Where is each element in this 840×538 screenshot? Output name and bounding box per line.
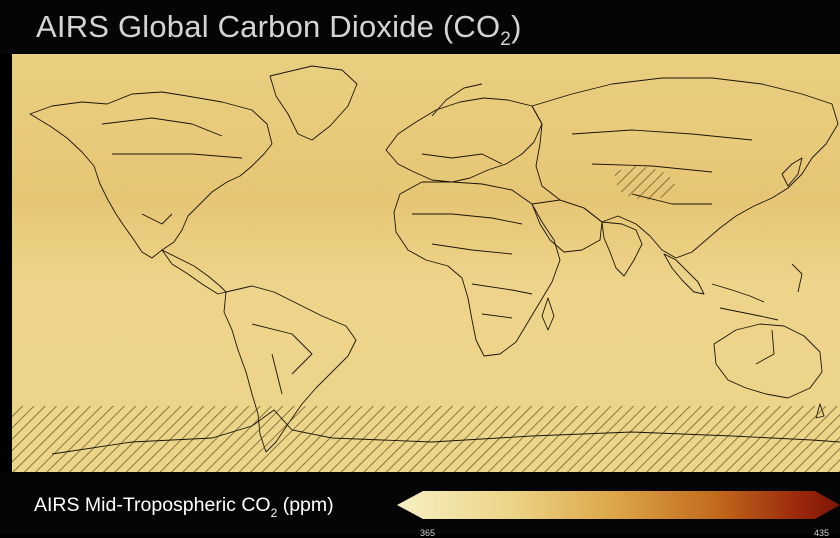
- legend-bar: AIRS Mid-Tropospheric CO2 (ppm) 365 435: [0, 472, 840, 538]
- hatched-region-antarctica: [12, 406, 840, 472]
- india-outline: [601, 221, 643, 277]
- colorbar: [397, 491, 840, 519]
- africa-outline: [393, 181, 561, 357]
- continent-outlines: [29, 65, 839, 453]
- co2-map-svg: [12, 54, 840, 472]
- madagascar-outline: [541, 297, 555, 331]
- asia-outline: [531, 77, 839, 259]
- antarctica-outline: [51, 409, 840, 455]
- europe-outline: [385, 97, 543, 183]
- legend-title: AIRS Mid-Tropospheric CO2 (ppm): [34, 494, 334, 520]
- north-america-outline: [29, 91, 273, 259]
- hatched-region-tibet: [614, 166, 676, 200]
- japan-outline: [781, 157, 803, 187]
- greenland-outline: [269, 65, 358, 141]
- colorbar-gradient: [397, 491, 840, 519]
- world-map: [12, 54, 840, 472]
- colorbar-max-tick: 435: [814, 528, 830, 538]
- colorbar-min-tick: 365: [420, 528, 436, 538]
- australia-outline: [713, 323, 823, 399]
- page-title: AIRS Global Carbon Dioxide (CO2): [36, 9, 522, 50]
- southeast-asia-outline: [663, 253, 705, 295]
- title-bar: AIRS Global Carbon Dioxide (CO2): [0, 0, 840, 54]
